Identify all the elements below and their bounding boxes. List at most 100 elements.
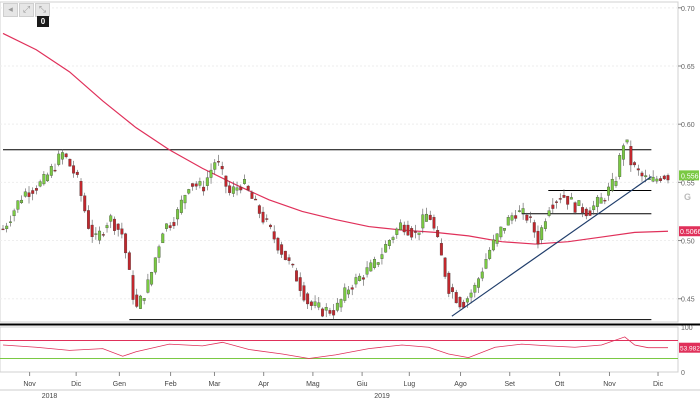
candle-up — [146, 279, 150, 293]
candle-down — [254, 198, 258, 201]
candle-down — [217, 161, 220, 163]
candle-down — [584, 208, 588, 217]
year-label: 2019 — [374, 393, 390, 400]
candle-down — [573, 202, 577, 213]
candle-up — [42, 174, 46, 185]
zoom-out-icon[interactable]: ⤡ — [35, 3, 50, 17]
candle-up — [510, 215, 514, 221]
zoom-in-icon[interactable]: ⤢ — [19, 3, 34, 17]
candle-down — [640, 172, 644, 177]
candle-down — [588, 210, 592, 216]
candle-up — [547, 210, 551, 216]
candle-down — [532, 222, 536, 233]
candle-up — [595, 196, 599, 207]
candle-up — [139, 295, 142, 309]
candle-up — [395, 228, 399, 235]
candle-down — [68, 158, 72, 167]
instrument-glyph: G — [684, 192, 691, 202]
x-tick-label: Mag — [306, 381, 320, 388]
candle-up — [231, 186, 235, 194]
candle-up — [569, 197, 573, 200]
candle-down — [120, 228, 124, 235]
candle-down — [406, 224, 410, 236]
candle-down — [361, 277, 365, 280]
candle-down — [113, 218, 116, 231]
x-tick-label: Nov — [603, 381, 616, 388]
candle-down — [269, 224, 272, 228]
candle-up — [373, 259, 376, 268]
candle-down — [265, 218, 269, 220]
oscillator-value-marker — [679, 342, 700, 353]
candle-down — [551, 204, 555, 209]
candle-up — [354, 277, 358, 285]
candle-up — [473, 284, 477, 293]
candle-down — [257, 205, 261, 214]
candle-up — [358, 275, 362, 281]
last-price-marker — [679, 170, 699, 181]
candle-up — [391, 237, 395, 240]
candle-up — [488, 249, 492, 259]
candle-down — [454, 292, 458, 304]
candle-down — [34, 188, 38, 191]
oscillator-y-tick-label: 100 — [681, 325, 693, 332]
candle-down — [202, 186, 206, 192]
candle-down — [27, 192, 31, 197]
candle-up — [503, 228, 506, 231]
candle-down — [261, 211, 265, 223]
candle-up — [625, 139, 629, 143]
candle-down — [291, 263, 295, 266]
candle-down — [280, 244, 284, 255]
price-y-tick-label: 0.45 — [681, 297, 695, 304]
oscillator-panel — [0, 326, 679, 373]
x-tick-label: Mar — [208, 381, 221, 388]
candle-down — [79, 181, 83, 196]
candle-down — [332, 310, 336, 316]
candle-up — [60, 152, 64, 160]
price-y-tick-label: 0.55 — [681, 180, 695, 187]
trendline — [451, 176, 652, 317]
arrow-left-icon[interactable]: ◂ — [3, 3, 18, 17]
candle-up — [465, 298, 469, 303]
candle-up — [614, 181, 618, 186]
candle-up — [49, 166, 53, 176]
candle-down — [603, 199, 607, 202]
candle-down — [250, 192, 254, 199]
candle-down — [581, 207, 585, 213]
candle-down — [514, 215, 518, 219]
candle-down — [436, 230, 440, 238]
counter-badge: 0 — [37, 16, 49, 27]
candle-down — [439, 243, 443, 256]
candle-up — [12, 210, 16, 217]
candle-down — [228, 185, 232, 193]
candle-down — [239, 186, 243, 191]
candle-down — [172, 222, 176, 227]
candle-down — [83, 195, 87, 212]
candle-up — [577, 200, 581, 206]
candle-down — [402, 224, 406, 233]
x-tick-label: Feb — [165, 381, 177, 388]
candle-down — [536, 230, 540, 245]
candle-up — [369, 262, 373, 272]
candle-down — [525, 214, 529, 221]
candle-up — [187, 189, 191, 194]
candle-up — [205, 177, 209, 186]
candle-up — [313, 301, 317, 306]
candle-up — [8, 221, 12, 223]
x-tick-label: Gen — [113, 381, 126, 388]
candle-up — [521, 208, 525, 214]
candle-up — [517, 210, 521, 212]
candle-up — [324, 307, 328, 311]
candle-up — [380, 254, 384, 259]
x-tick-label: Nov — [23, 381, 36, 388]
candle-up — [57, 153, 61, 165]
candle-up — [161, 233, 165, 244]
x-tick-label: Dic — [71, 381, 82, 388]
candle-up — [335, 302, 339, 311]
candle-down — [636, 168, 640, 171]
candle-down — [555, 201, 558, 203]
x-tick-label: Ago — [454, 381, 467, 388]
candle-up — [142, 298, 146, 301]
candle-up — [651, 176, 655, 182]
